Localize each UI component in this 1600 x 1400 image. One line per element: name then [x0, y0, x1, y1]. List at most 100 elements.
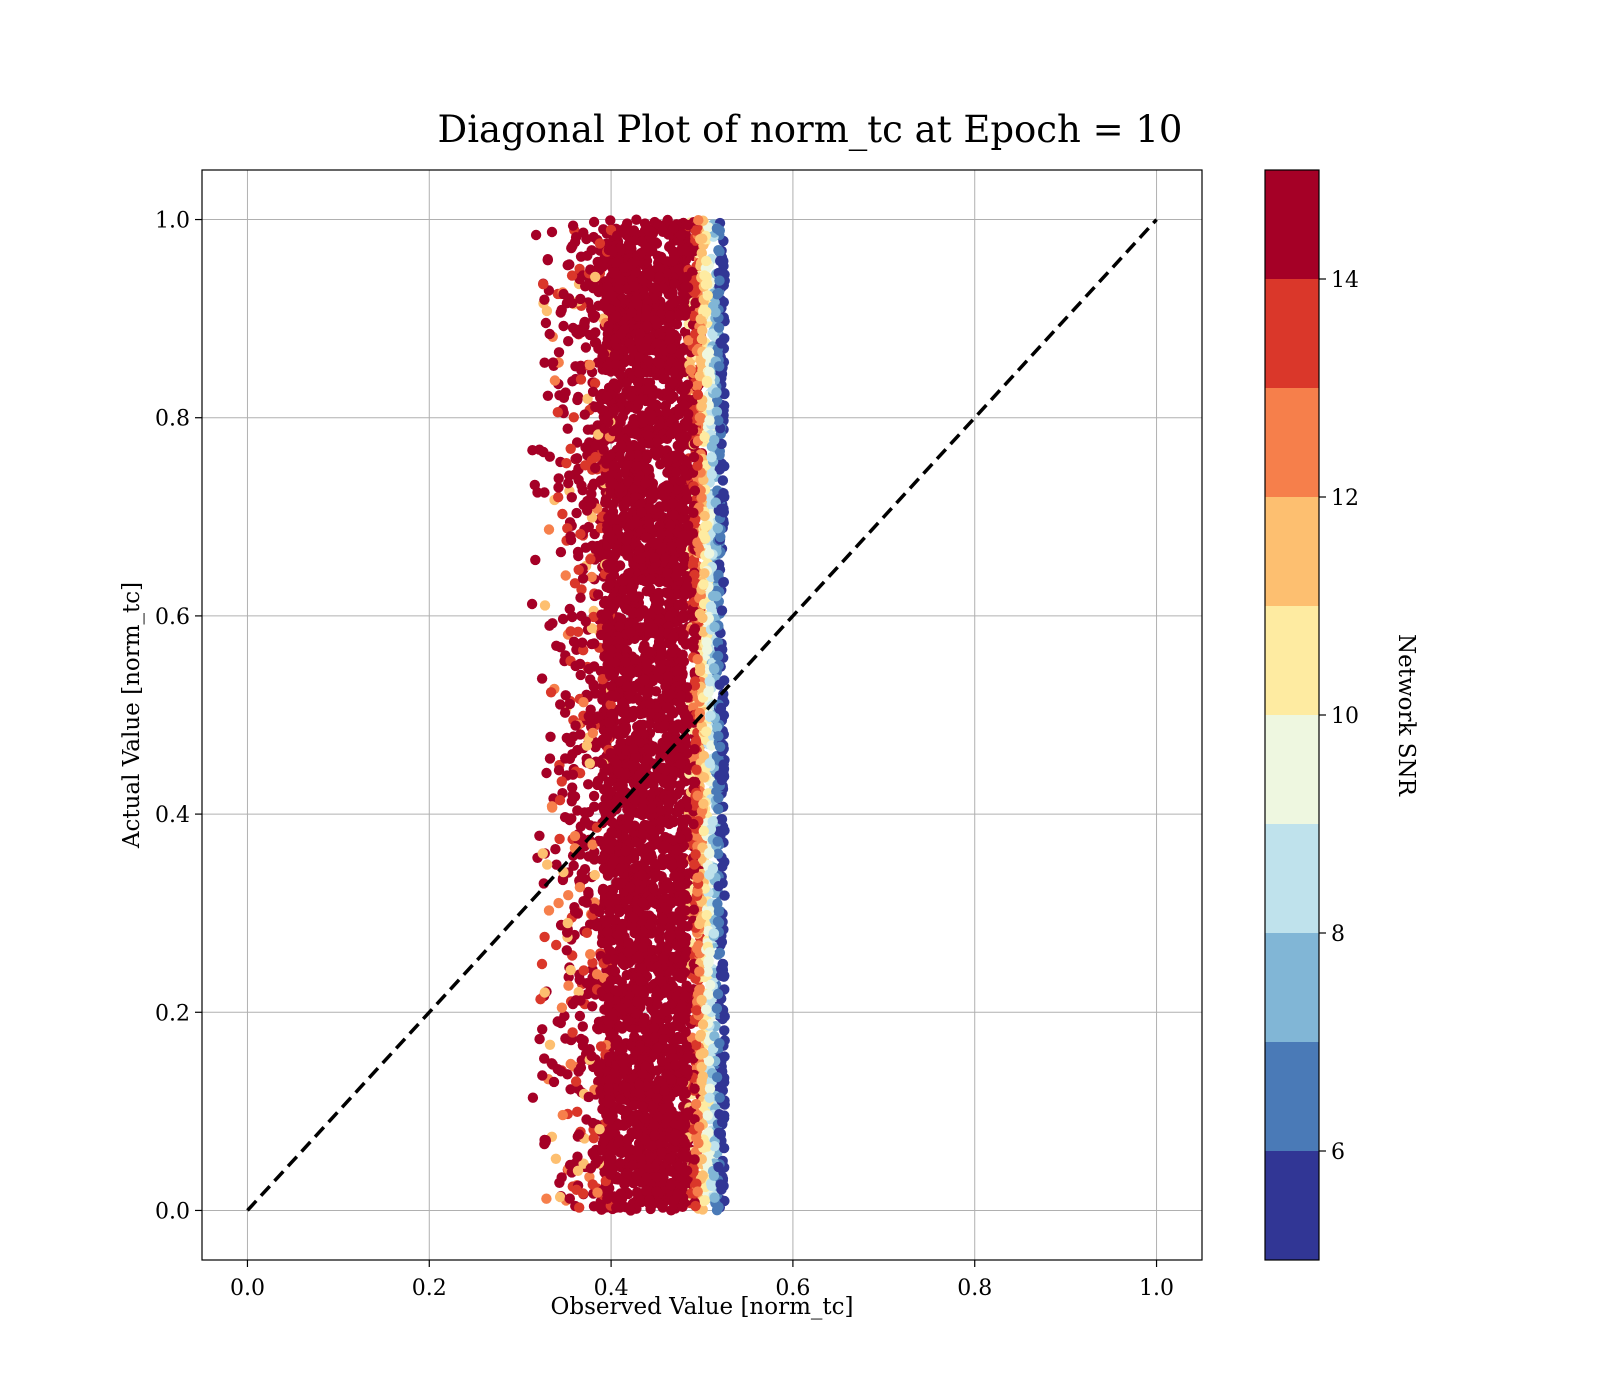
scatter-point: [539, 600, 551, 611]
scatter-point: [569, 830, 581, 842]
scatter-point: [615, 1157, 626, 1169]
scatter-point: [692, 460, 703, 471]
scatter-point: [634, 352, 645, 363]
scatter-point: [712, 988, 724, 1000]
scatter-point: [678, 554, 689, 565]
scatter-point: [631, 214, 642, 225]
scatter-point: [701, 349, 713, 360]
scatter-point: [578, 697, 589, 708]
scatter-point: [601, 732, 613, 743]
scatter-point: [567, 769, 579, 780]
scatter-point: [688, 626, 699, 637]
scatter-point: [587, 957, 598, 968]
scatter-point: [572, 546, 584, 558]
scatter-point: [606, 681, 617, 692]
scatter-point: [544, 451, 555, 462]
scatter-point: [705, 1178, 717, 1189]
scatter-point: [595, 1041, 607, 1052]
scatter-point: [689, 680, 701, 691]
scatter-point: [596, 854, 607, 865]
scatter-point: [585, 949, 596, 960]
scatter-point: [712, 523, 724, 534]
scatter-point: [711, 387, 722, 398]
scatter-point: [704, 1083, 716, 1094]
scatter-point: [595, 629, 607, 641]
scatter-point: [532, 487, 543, 498]
scatter-point: [699, 1195, 711, 1206]
plot-area: [201, 169, 1203, 1261]
scatter-point: [690, 849, 701, 860]
scatter-point: [635, 719, 646, 731]
scatter-point: [671, 319, 683, 330]
scatter-point: [667, 766, 678, 777]
scatter-point: [704, 676, 715, 687]
scatter-point: [701, 278, 713, 289]
scatter-point: [716, 605, 728, 616]
scatter-point: [579, 841, 590, 852]
scatter-point: [714, 741, 726, 752]
scatter-point: [615, 613, 627, 624]
scatter-point: [688, 635, 699, 647]
scatter-point: [579, 409, 590, 420]
scatter-point: [575, 729, 586, 740]
scatter-point: [588, 216, 600, 228]
scatter-point: [704, 947, 715, 958]
scatter-point: [583, 1091, 594, 1103]
scatter-point: [714, 1038, 725, 1049]
scatter-point: [577, 1040, 589, 1051]
scatter-point: [556, 1002, 568, 1013]
scatter-point: [542, 390, 554, 401]
scatter-point: [567, 611, 578, 623]
scatter-point: [544, 753, 556, 764]
scatter-point: [719, 1051, 730, 1062]
scatter-point: [568, 636, 580, 647]
scatter-point: [698, 750, 710, 762]
scatter-point: [707, 328, 718, 339]
scatter-point: [689, 1114, 700, 1125]
scatter-point: [570, 720, 581, 731]
scatter-point: [544, 1039, 556, 1051]
scatter-point: [563, 336, 574, 347]
scatter-point: [572, 805, 583, 816]
scatter-point: [694, 984, 705, 995]
scatter-point: [578, 499, 589, 511]
scatter-point: [691, 1005, 702, 1016]
scatter-point: [716, 936, 728, 948]
scatter-point: [536, 673, 548, 684]
scatter-point: [554, 833, 565, 845]
scatter-point: [716, 814, 727, 825]
scatter-point: [573, 1129, 585, 1140]
scatter-point: [557, 613, 569, 625]
scatter-point: [696, 994, 707, 1006]
scatter-point: [591, 920, 602, 932]
scatter-point: [560, 1033, 571, 1044]
scatter-point: [534, 830, 545, 841]
scatter-point: [614, 906, 625, 918]
scatter-point: [597, 346, 608, 358]
scatter-point: [698, 798, 709, 809]
scatter-point: [586, 623, 598, 634]
scatter-point: [551, 640, 562, 651]
scatter-point: [712, 949, 724, 960]
scatter-point: [719, 825, 730, 836]
scatter-point: [571, 1184, 582, 1196]
scatter-point: [560, 753, 571, 764]
scatter-point: [711, 345, 722, 357]
scatter-point: [585, 1163, 597, 1174]
scatter-point: [680, 639, 692, 650]
scatter-point: [705, 979, 716, 991]
scatter-point: [568, 412, 579, 423]
scatter-point: [713, 906, 725, 917]
scatter-point: [564, 470, 575, 481]
scatter-point: [573, 564, 584, 575]
scatter-point: [572, 626, 584, 637]
scatter-point: [589, 801, 600, 812]
scatter-point: [542, 255, 553, 266]
scatter-point: [581, 740, 593, 751]
scatter-point: [590, 440, 601, 451]
scatter-point: [654, 251, 665, 262]
scatter-point: [592, 357, 604, 368]
scatter-point: [654, 1139, 666, 1150]
scatter-point: [707, 816, 718, 827]
scatter-point: [719, 388, 730, 399]
